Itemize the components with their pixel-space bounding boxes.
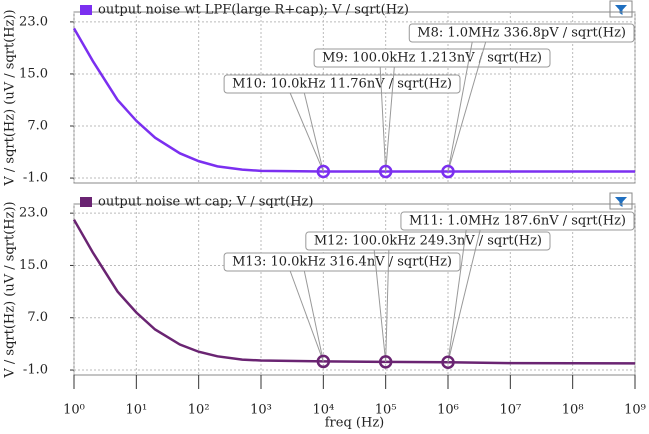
filter-icon[interactable] (609, 192, 633, 210)
marker-label: M13: 10.0kHz 316.4nV / sqrt(Hz) (232, 255, 452, 270)
x-tick-label: 10¹ (125, 403, 147, 418)
legend-swatch (80, 5, 92, 15)
x-tick-label: 10⁰ (63, 403, 85, 418)
marker-leader (303, 92, 324, 172)
marker-leader (447, 41, 473, 172)
marker-label-box (408, 23, 635, 43)
marker (441, 164, 455, 179)
marker-leader (373, 249, 387, 362)
marker-label: M8: 1.0MHz 336.8pV / sqrt(Hz) (417, 26, 626, 41)
x-tick-label: 10⁸ (562, 403, 584, 418)
marker-leader (447, 41, 487, 172)
marker-leader (303, 270, 324, 362)
y-tick-label: 7.0 (27, 119, 48, 134)
marker (316, 164, 331, 179)
x-axis-label: freq (Hz) (325, 416, 385, 431)
marker-label: M10: 10.0kHz 11.76nV / sqrt(Hz) (232, 77, 452, 92)
marker-label-box (400, 211, 635, 231)
marker (441, 355, 455, 370)
series-line (72, 219, 636, 365)
legend-label: output noise wt cap; V / sqrt(Hz) (98, 195, 313, 210)
marker-label-box (305, 231, 551, 251)
marker-label: M11: 1.0MHz 187.6nV / sqrt(Hz) (409, 214, 626, 229)
filter-glyph (615, 5, 627, 15)
y-axis-label: V / sqrt(Hz) (uV / sqrt(Hz)) (3, 9, 18, 186)
y-tick-label: -1.0 (23, 363, 48, 378)
x-tick-label: 10⁹ (624, 403, 646, 418)
marker-label-box (313, 48, 551, 68)
legend-label: output noise wt LPF(large R+cap); V / sq… (98, 3, 409, 18)
y-tick-label: -1.0 (23, 171, 48, 186)
y-tick-label: 7.0 (27, 310, 48, 325)
marker (378, 355, 393, 369)
y-tick-label: 23.0 (19, 14, 48, 29)
marker-leader (447, 229, 481, 363)
y-tick-label: 15.0 (19, 258, 48, 273)
marker-label-box (223, 252, 461, 272)
x-tick-label: 10⁵ (375, 403, 397, 418)
marker-leader (289, 92, 324, 172)
marker-leader (379, 66, 387, 172)
marker (316, 354, 331, 369)
x-tick-label: 10⁶ (437, 403, 459, 418)
marker-label: M9: 100.0kHz 1.213nV / sqrt(Hz) (322, 51, 542, 66)
marker (378, 164, 393, 179)
marker-leader (289, 270, 324, 362)
x-tick-label: 10⁷ (499, 403, 521, 418)
y-tick-label: 23.0 (19, 206, 48, 221)
series-line (72, 27, 635, 173)
y-tick-label: 15.0 (19, 66, 48, 81)
marker-leader (447, 229, 467, 363)
marker-label-box (223, 74, 461, 94)
marker-label: M12: 100.0kHz 249.3nV / sqrt(Hz) (314, 234, 542, 249)
filter-icon[interactable] (609, 0, 633, 18)
marker-leader (385, 249, 390, 362)
x-tick-label: 10² (188, 403, 210, 418)
legend-swatch (80, 197, 92, 207)
x-tick-label: 10⁴ (312, 403, 334, 418)
x-tick-label: 10³ (250, 403, 272, 418)
marker-leader (385, 66, 395, 172)
y-axis-label: V / sqrt(Hz) (uV / sqrt(Hz)) (3, 201, 18, 378)
filter-glyph (615, 197, 627, 207)
